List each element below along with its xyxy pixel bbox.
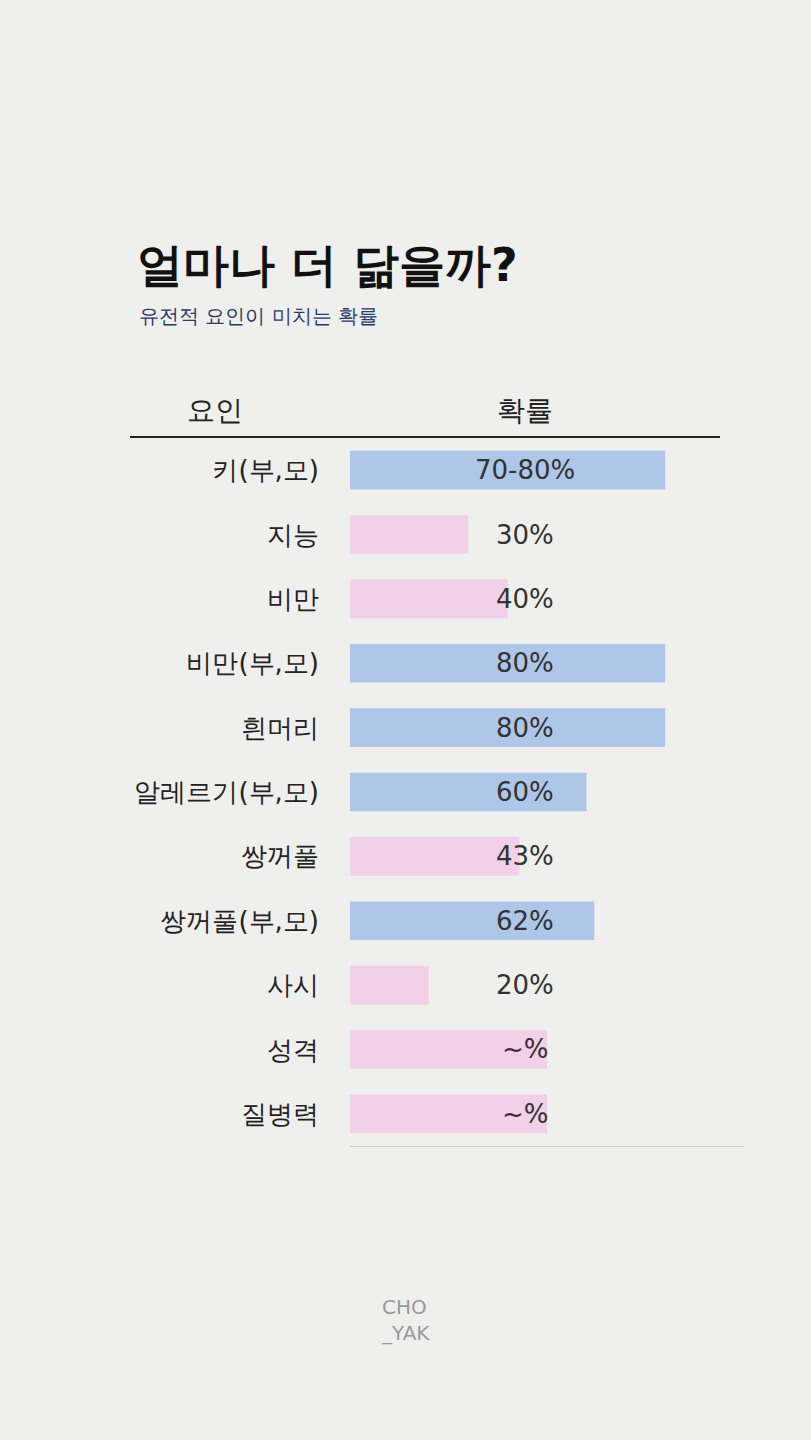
svg-text:사시: 사시: [267, 970, 319, 1000]
svg-text:~%: ~%: [502, 1099, 549, 1129]
svg-text:질병력: 질병력: [241, 1099, 319, 1129]
svg-text:알레르기(부,모): 알레르기(부,모): [134, 777, 319, 807]
svg-text:43%: 43%: [496, 841, 554, 871]
svg-text:지능: 지능: [267, 520, 319, 550]
svg-text:40%: 40%: [496, 584, 554, 614]
svg-text:20%: 20%: [496, 970, 554, 1000]
svg-text:쌍꺼풀: 쌍꺼풀: [241, 841, 319, 871]
svg-text:흰머리: 흰머리: [241, 713, 319, 743]
svg-text:60%: 60%: [496, 777, 554, 807]
svg-text:비만: 비만: [267, 584, 319, 614]
svg-text:비만(부,모): 비만(부,모): [186, 648, 319, 678]
svg-text:얼마나 더 닮을까?: 얼마나 더 닮을까?: [137, 238, 518, 292]
svg-text:유전적 요인이 미치는 확률: 유전적 요인이 미치는 확률: [139, 304, 378, 328]
svg-text:쌍꺼풀(부,모): 쌍꺼풀(부,모): [160, 906, 319, 936]
svg-text:확률: 확률: [497, 394, 553, 427]
svg-text:70-80%: 70-80%: [475, 455, 575, 485]
svg-text:키(부,모): 키(부,모): [212, 455, 319, 485]
svg-text:요인: 요인: [187, 394, 243, 427]
svg-text:CHO_YAK: CHO_YAK: [381, 1295, 430, 1345]
svg-text:80%: 80%: [496, 713, 554, 743]
svg-text:80%: 80%: [496, 648, 554, 678]
svg-text:62%: 62%: [496, 906, 554, 936]
svg-text:30%: 30%: [496, 520, 554, 550]
svg-text:~%: ~%: [502, 1034, 549, 1064]
svg-text:성격: 성격: [267, 1035, 319, 1065]
